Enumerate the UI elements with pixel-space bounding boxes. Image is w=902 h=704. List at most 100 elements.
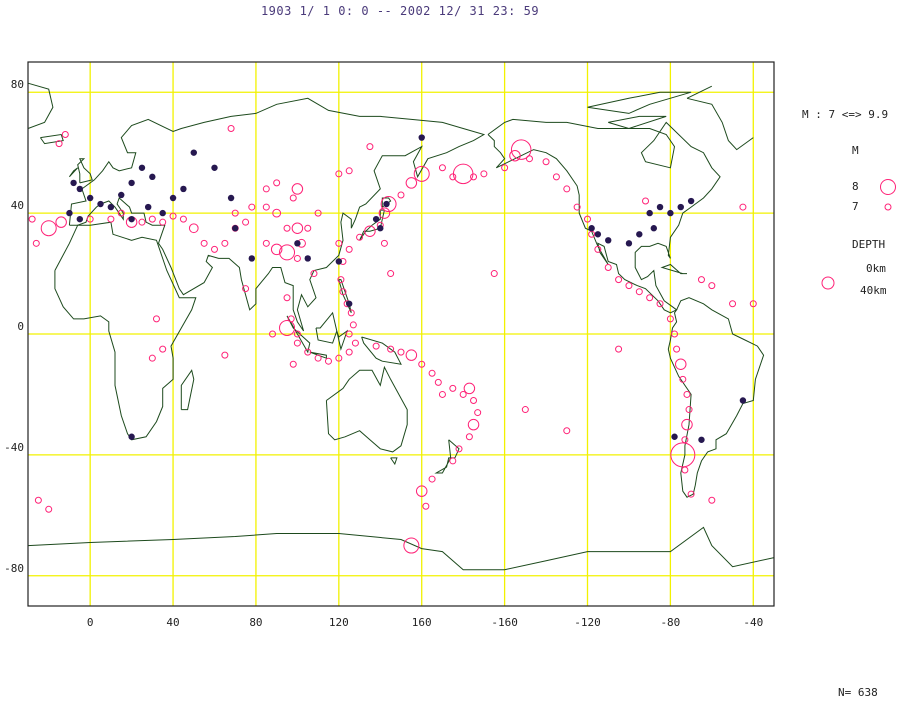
deep-event [149,173,156,181]
shallow-event [749,300,757,308]
shallow-event [283,294,291,302]
legend-magnitude-8-label: 8 [852,180,859,193]
deep-event [180,185,187,193]
shallow-event [525,155,533,163]
shallow-event [61,131,69,139]
shallow-event [270,243,283,256]
shallow-event [380,196,397,213]
shallow-event [351,339,359,347]
shallow-event [687,490,695,498]
shallow-event [563,427,571,435]
deep-event [594,231,602,238]
deep-event [144,203,152,211]
legend-depth-0km: 0km [866,262,886,275]
shallow-event [339,288,347,296]
shallow-event [335,239,343,247]
shallow-event [310,270,318,278]
shallow-event [345,348,353,356]
shallow-event [573,203,581,211]
coastline [587,91,692,114]
shallow-event [403,537,420,554]
deep-event [671,433,678,440]
shallow-event [242,285,250,293]
longitude-tick-label: -80 [660,616,680,629]
shallow-event [387,270,395,278]
shallow-event [656,300,664,308]
latitude-tick-label: 80 [11,78,24,91]
deep-event [76,215,84,223]
shallow-event [594,245,602,253]
shallow-event [697,276,705,284]
deep-event [138,164,146,171]
deep-event [86,194,94,202]
shallow-event [563,185,571,193]
longitude-tick-labels: 0 40 80 120 160 -160 -120 -80 -40 [87,616,763,629]
shallow-event [179,215,187,223]
shallow-event [364,225,376,237]
shallow-event [188,223,199,234]
coastlines [27,82,775,606]
shallow-event [490,270,498,278]
shallow-event [272,208,282,218]
shallow-event [159,345,167,353]
deep-event [128,215,135,223]
shallow-event [262,185,270,193]
shallow-event [615,345,623,353]
shallow-event [32,239,40,247]
legend-magnitude-8-symbol [880,179,896,195]
shallow-event [675,358,687,370]
deep-event [636,231,643,238]
shallow-event [289,194,297,202]
shallow-event [729,300,737,308]
shallow-event [685,406,693,414]
shallow-event [86,215,94,223]
latitude-tick-label: 40 [11,199,24,212]
shallow-event [335,354,343,362]
deep-event [211,164,218,171]
deep-event [667,209,674,217]
shallow-event [449,457,457,465]
coastline [68,97,486,332]
deep-event [294,240,301,247]
longitude-tick-label: 120 [329,616,349,629]
legend-magnitude-title: M [852,144,859,157]
deep-event [383,200,390,208]
shallow-event [314,354,322,362]
deep-event [650,225,658,232]
deep-event [605,237,612,244]
shallow-event [422,502,430,510]
map-title: 1903 1/ 1 0: 0 -- 2002 12/ 31 23: 59 [260,4,540,18]
deep-event [169,194,177,202]
shallow-event [428,475,436,483]
shallow-event [231,209,239,217]
shallow-event [615,276,623,284]
shallow-event [345,245,353,253]
shallow-event [293,330,301,338]
shallow-event [283,224,291,232]
shallow-event [501,164,509,172]
shallow-event [221,239,229,247]
shallow-event [169,212,177,220]
shallow-event [55,216,67,228]
shallow-event [356,233,364,241]
shallow-event [293,339,301,347]
longitude-tick-label: 160 [412,616,432,629]
deep-event [377,225,384,232]
deep-event [625,240,633,247]
shallow-event [465,433,473,441]
legend-magnitude-7-symbol [884,203,892,211]
map-frame [27,61,775,607]
longitude-tick-label: -120 [574,616,601,629]
deep-event [118,191,125,199]
shallow-event [449,173,457,181]
shallow-event [681,418,693,431]
shallow-event [34,496,42,504]
longitude-tick-label: 0 [87,616,94,629]
deep-event [372,215,380,223]
deep-event [159,209,166,217]
shallow-event [289,360,297,368]
shallow-event [397,191,405,199]
shallow-event [345,167,353,175]
shallow-event [413,165,430,182]
